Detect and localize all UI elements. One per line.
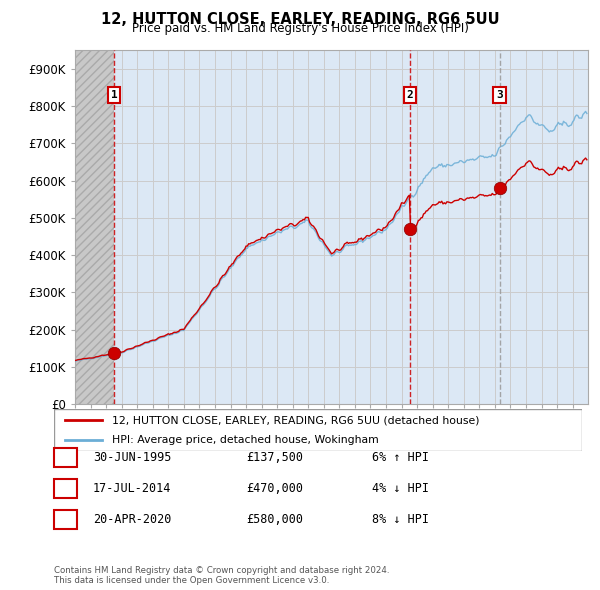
Text: 12, HUTTON CLOSE, EARLEY, READING, RG6 5UU (detached house): 12, HUTTON CLOSE, EARLEY, READING, RG6 5… (112, 415, 479, 425)
Text: 2: 2 (407, 90, 413, 100)
Text: 17-JUL-2014: 17-JUL-2014 (93, 482, 172, 495)
Text: 6% ↑ HPI: 6% ↑ HPI (372, 451, 429, 464)
Text: HPI: Average price, detached house, Wokingham: HPI: Average price, detached house, Woki… (112, 435, 379, 445)
Text: £470,000: £470,000 (246, 482, 303, 495)
Text: 3: 3 (496, 90, 503, 100)
Text: 1: 1 (110, 90, 117, 100)
Text: 2: 2 (62, 482, 69, 495)
Text: 12, HUTTON CLOSE, EARLEY, READING, RG6 5UU: 12, HUTTON CLOSE, EARLEY, READING, RG6 5… (101, 12, 499, 27)
Text: Contains HM Land Registry data © Crown copyright and database right 2024.
This d: Contains HM Land Registry data © Crown c… (54, 566, 389, 585)
Bar (75, 50, 114, 404)
Text: 4% ↓ HPI: 4% ↓ HPI (372, 482, 429, 495)
Text: 8% ↓ HPI: 8% ↓ HPI (372, 513, 429, 526)
Text: 3: 3 (62, 513, 69, 526)
FancyBboxPatch shape (54, 409, 582, 451)
Text: 1: 1 (62, 451, 69, 464)
Text: £137,500: £137,500 (246, 451, 303, 464)
Text: £580,000: £580,000 (246, 513, 303, 526)
Text: 20-APR-2020: 20-APR-2020 (93, 513, 172, 526)
Text: Price paid vs. HM Land Registry's House Price Index (HPI): Price paid vs. HM Land Registry's House … (131, 22, 469, 35)
Text: 30-JUN-1995: 30-JUN-1995 (93, 451, 172, 464)
